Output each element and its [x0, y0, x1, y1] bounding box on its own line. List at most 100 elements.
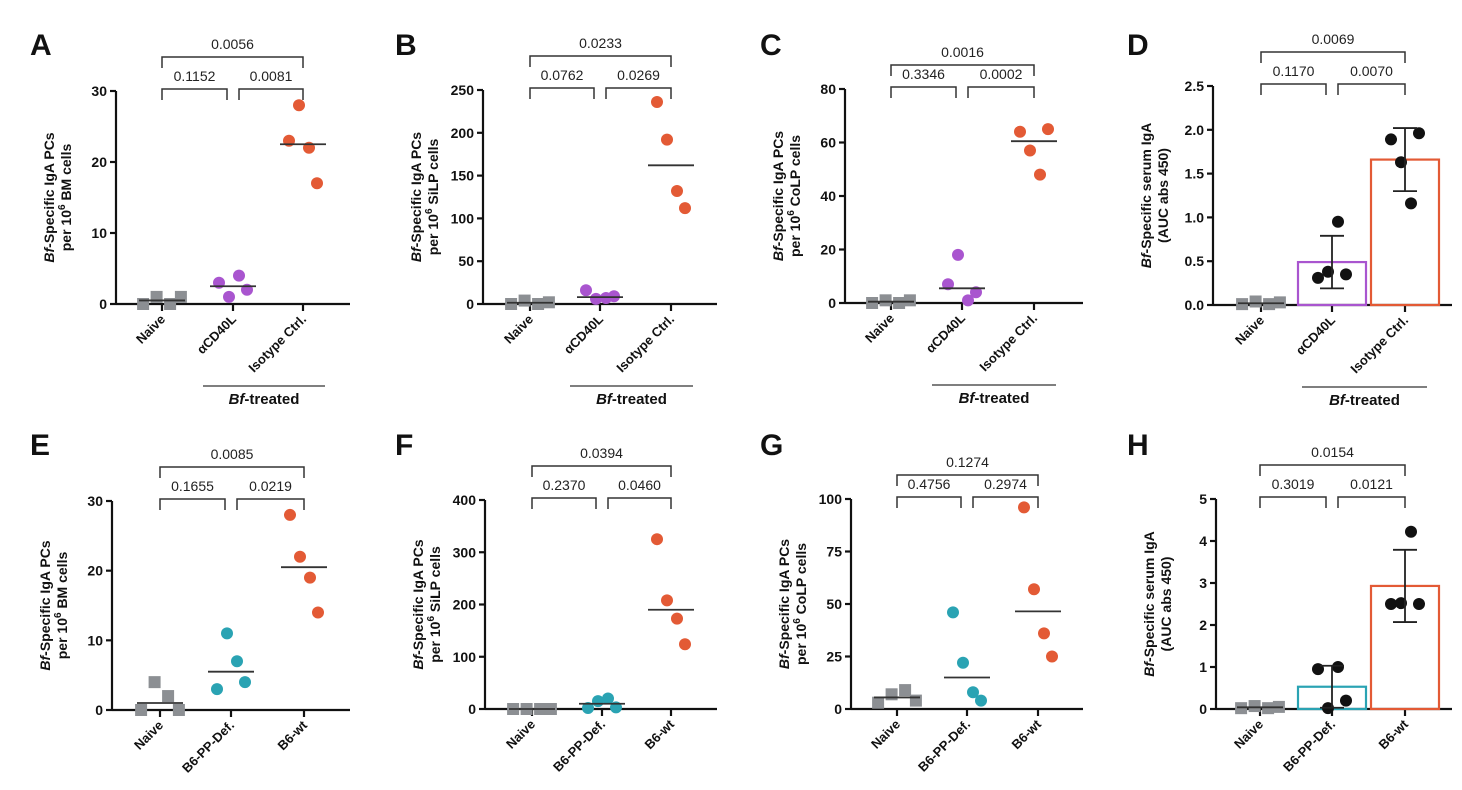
data-point-square [135, 704, 148, 716]
panel-a: ABf-Specific IgA PCsper 106 BM cells0102… [30, 29, 350, 408]
x-category-label: Isotype Ctrl. [245, 312, 309, 376]
y-label-line2: (AUC abs 450) [1158, 557, 1174, 652]
significance-bracket [605, 87, 672, 99]
y-tick-label: 3 [1199, 575, 1207, 591]
y-label-italic: Bf [37, 654, 53, 670]
data-point-circle [231, 655, 243, 668]
x-category-label: Naive [503, 717, 538, 752]
data-point-circle [1340, 694, 1352, 707]
data-point-circle [1405, 525, 1417, 538]
y-tick-label: 1.5 [1185, 166, 1205, 182]
y-label-italic: Bf [770, 245, 786, 261]
data-point-circle [304, 571, 316, 584]
data-point-circle [671, 612, 683, 625]
y-axis-label: Bf-Specific IgA PCsper 106 SiLP cells [410, 539, 443, 669]
y-tick-label: 100 [451, 210, 475, 226]
y-tick-label: 0.5 [1185, 253, 1205, 269]
y-label-line1-text: -Specific serum IgA [1138, 123, 1154, 254]
y-tick-label: 1 [1199, 659, 1207, 675]
significance-bracket [607, 497, 672, 509]
y-label-superscript: 6 [792, 618, 803, 624]
y-tick-label: 1.0 [1185, 209, 1205, 225]
p-value-label: 0.0154 [1311, 444, 1354, 460]
p-value-label: 0.0069 [1312, 31, 1355, 47]
data-point-circle [294, 550, 306, 563]
y-label-line1: Bf-Specific IgA PCs [41, 132, 57, 262]
x-category-label: B6-wt [1008, 716, 1044, 752]
significance-bracket [159, 498, 226, 510]
panel-letter: D [1127, 29, 1149, 62]
group-label-rest: -treated [1345, 392, 1400, 409]
significance-bracket [529, 87, 595, 99]
data-point-circle [942, 278, 954, 291]
y-label-line2-pre: (AUC abs 450) [1155, 148, 1171, 243]
significance-bracket [1260, 83, 1327, 95]
panel-f: F Bf-Specific IgA PCsper 106 SiLP cells 0 1… [395, 429, 717, 775]
y-tick-label: 150 [451, 168, 475, 184]
y-tick-label: 80 [820, 81, 836, 97]
panel-letter: G [760, 429, 783, 462]
significance-bracket [529, 55, 672, 67]
data-point-circle [580, 284, 592, 297]
p-value-label: 0.1274 [946, 454, 989, 470]
significance-bracket [1259, 464, 1406, 476]
y-label-italic: Bf [1141, 661, 1157, 677]
y-label-line1: Bf-Specific IgA PCs [770, 131, 786, 261]
x-category-label: B6-PP-Def. [915, 717, 973, 775]
p-value-label: 0.1152 [174, 68, 216, 84]
data-point-circle [1046, 650, 1058, 663]
y-tick-label: 60 [820, 135, 836, 151]
data-point-circle [1332, 661, 1344, 673]
data-point-circle [1024, 144, 1036, 157]
data-point-circle [1312, 271, 1324, 284]
data-point-square [532, 298, 545, 310]
y-tick-label: 100 [819, 491, 843, 507]
panel-d: DBf-Specific serum IgA(AUC abs 450)0.00.… [1127, 29, 1452, 409]
p-value-label: 0.3346 [902, 66, 945, 82]
data-point-circle [1332, 215, 1344, 228]
y-label-superscript: 6 [424, 208, 435, 214]
y-axis-label: Bf-Specific IgA PCsper 106 CoLP cells [776, 539, 809, 669]
y-tick-label: 0 [468, 701, 476, 717]
panel-g: G Bf-Specific IgA PCsper 106 CoLP cells 0 2… [760, 429, 1083, 775]
y-tick-label: 0 [99, 296, 107, 312]
data-point-circle [1413, 127, 1425, 140]
data-point-circle [582, 701, 594, 714]
data-point-circle [311, 177, 323, 190]
y-label-line2: per 106 BM cells [57, 144, 74, 252]
significance-bracket [1337, 83, 1406, 95]
data-point-square [866, 297, 879, 309]
data-point-circle [1034, 168, 1046, 181]
significance-bracket [1337, 496, 1406, 508]
y-label-line2-post: SiLP cells [427, 546, 443, 616]
x-category-label: αCD40L [1293, 312, 1338, 357]
y-label-line1-text: -Specific IgA PCs [410, 539, 426, 655]
data-point-circle [1014, 125, 1026, 138]
y-label-line2-post: BM cells [54, 552, 70, 613]
y-label-line2-post: CoLP cells [793, 543, 809, 618]
y-tick-label: 10 [91, 225, 107, 241]
data-point-circle [967, 686, 979, 699]
y-axis-label: Bf-Specific serum IgA(AUC abs 450) [1138, 123, 1171, 268]
data-point-square [1249, 295, 1262, 308]
y-label-line1-text: -Specific serum IgA [1141, 531, 1157, 662]
panel-letter: E [30, 429, 50, 462]
y-label-superscript: 6 [786, 210, 797, 216]
p-value-label: 0.0056 [211, 36, 254, 52]
y-tick-label: 2 [1199, 617, 1207, 633]
p-value-label: 0.0121 [1350, 476, 1393, 492]
y-tick-label: 20 [820, 242, 836, 258]
p-value-label: 0.2370 [543, 477, 586, 493]
y-label-italic: Bf [1138, 252, 1154, 268]
data-point-circle [679, 202, 691, 215]
panel-letter: B [395, 29, 417, 62]
data-point-circle [590, 292, 602, 305]
p-value-label: 0.0081 [250, 68, 293, 84]
y-tick-label: 30 [91, 83, 107, 99]
panel-e: E Bf-Specific IgA PCsper 106 BM cells 0 10 2… [30, 429, 350, 776]
p-value-label: 0.0070 [1350, 63, 1393, 79]
p-value-label: 0.4756 [908, 476, 951, 492]
y-label-line2-post: SiLP cells [425, 138, 441, 208]
panel-b: BBf-Specific IgA PCsper 106 SiLP cells05… [395, 29, 717, 408]
y-axis-label: Bf-Specific IgA PCsper 106 BM cells [41, 132, 74, 262]
